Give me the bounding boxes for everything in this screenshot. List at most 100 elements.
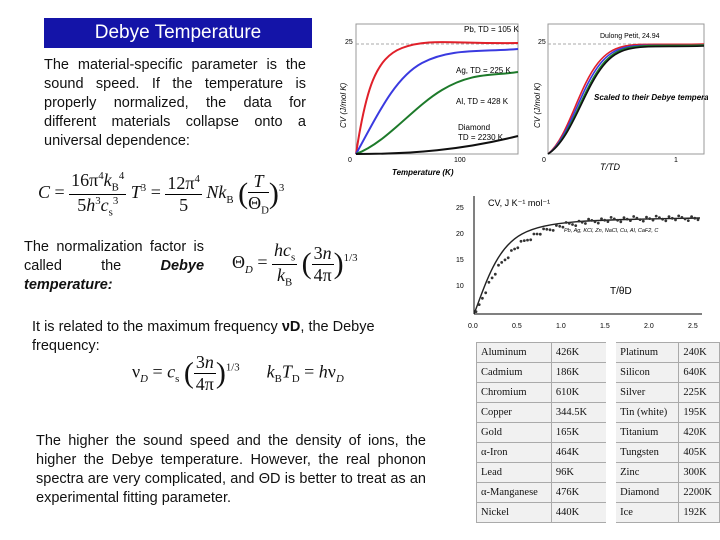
data-point [484,291,488,295]
data-point [558,224,562,228]
data-point [648,217,652,220]
data-point [500,261,504,264]
data-point [651,218,655,222]
temperature-cell: 192K [678,502,720,523]
data-point [474,310,478,313]
data-point [519,239,523,243]
right-plot-xtick-0: 0 [542,157,546,164]
data-point [677,214,681,218]
data-point [686,219,690,222]
left-plot-xlabel: Temperature (K) [392,168,454,177]
material-cell: Nickel [476,502,552,523]
data-point [571,223,574,226]
data-point [587,217,590,221]
data-point [574,224,578,227]
data-point [622,216,626,220]
data-point [516,246,520,250]
scaled-pb-curve [547,43,705,155]
data-plot-xtick-0: 0.0 [468,323,478,330]
data-plot-xtick-3: 1.5 [600,323,610,330]
data-plot-xtick-5: 2.5 [688,323,698,330]
temperature-cell: 96K [550,462,612,483]
data-plot-xtick-1: 0.5 [512,323,522,330]
data-point [606,220,610,223]
data-point [667,215,671,219]
right-plot-ylabel: CV (J/mol K) [533,82,542,128]
pb-label: Pb, TD = 105 K [464,25,519,34]
data-point [529,238,533,242]
material-cell: Titanium [606,422,680,443]
temperature-cell: 610K [550,382,612,403]
data-point [603,218,607,222]
data-plot-ytick-10: 10 [456,283,464,290]
data-point [664,219,668,223]
debye-frequency-equation: νD = cs (3n 4π)1/3 kBTD = hνD [132,352,344,394]
diamond-label: Diamond [458,123,490,132]
material-cell: Chromium [476,382,552,403]
material-cell: Aluminum [476,342,552,363]
left-plot-ytick: 25 [345,39,353,46]
diamond-td-label: TD = 2230 K [458,133,504,142]
data-point [493,272,497,276]
data-point [593,220,597,224]
data-point [497,263,500,267]
temperature-cell: 186K [550,362,612,383]
heat-capacity-vs-temperature-plot: 25 0 100 Temperature (K) CV (J/mol K) Pb… [339,23,519,177]
dulong-petit-label: Dulong Petit, 24.94 [600,33,660,40]
pb-curve [355,41,519,155]
data-point [490,276,494,280]
data-plot-legend: Pb, Ag, KCl, Zn, NaCl, Cu, Al, CaF2, C [564,228,658,234]
al-label: Al, TD = 428 K [456,97,509,106]
data-point [680,216,684,219]
data-plot-xtick-4: 2.0 [644,323,654,330]
data-plot-xtick-2: 1.0 [556,323,566,330]
table-row: Cadmium 186K Silicon 640K [476,362,720,383]
data-point [670,216,674,220]
data-point [641,219,645,223]
data-point [612,217,616,221]
data-point [654,214,658,218]
max-frequency-tail: , the Debye frequency: [32,319,375,354]
data-plot-background [452,188,706,330]
material-cell: Tin (white) [606,402,680,423]
data-point [542,227,545,231]
data-plot-xlabel: T/θD [610,286,632,297]
data-point [638,218,642,221]
data-point [625,217,629,221]
data-point [526,238,529,242]
data-point [632,215,636,218]
data-point [548,228,552,232]
table-row: α-Iron 464K Tungsten 405K [476,442,720,463]
debye-frequency-symbol: νD [281,319,301,335]
data-point [564,221,568,224]
data-point [683,217,687,221]
left-plot-frame [355,23,519,155]
table-row: α-Manganese 476K Diamond 2200K [476,482,720,503]
right-plot-xlabel: T/TD [600,162,620,172]
data-point [532,232,536,236]
temperature-cell: 240K [678,342,720,363]
data-point [538,232,542,236]
data-point [674,218,677,222]
temperature-cell: 420K [678,422,720,443]
ag-label: Ag, TD = 225 K [456,66,511,75]
data-point [635,216,639,220]
data-point [658,216,661,219]
material-cell: Tungsten [606,442,680,463]
intro-paragraph: The material-specific parameter is the s… [44,57,306,149]
data-point [693,216,697,220]
material-cell: Lead [476,462,552,483]
max-frequency-lead: It is related to the maximum frequency [32,319,278,335]
temperature-cell: 165K [550,422,612,443]
debye-temperature-table: Aluminum 426K Platinum 240K Cadmium 186K Silic… [476,342,720,523]
data-plot-ytick-20: 20 [456,231,464,238]
normalization-text-1: The normalization factor is called the [24,239,204,274]
material-cell: Platinum [606,342,680,363]
material-cell: Cadmium [476,362,552,383]
debye-temperature-term: Debye temperature: [24,258,205,293]
data-plot-points [474,214,700,313]
data-point [609,216,613,219]
temperature-cell: 225K [678,382,720,403]
data-point [545,227,549,231]
normalization-text: The normalization factor is called the D… [24,238,204,295]
